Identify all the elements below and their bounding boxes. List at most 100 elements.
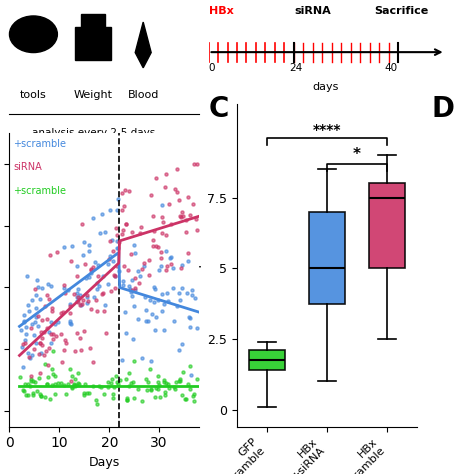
Point	[76, 335, 84, 342]
Point	[129, 378, 137, 385]
Text: 24: 24	[289, 63, 302, 73]
Point	[33, 339, 40, 347]
Text: Sacrifice: Sacrifice	[374, 6, 428, 16]
Point	[157, 262, 165, 270]
Point	[111, 284, 119, 292]
Point	[142, 306, 150, 314]
Point	[19, 386, 27, 393]
Point	[167, 260, 174, 267]
Point	[114, 381, 121, 388]
Point	[123, 220, 130, 228]
Point	[29, 390, 36, 397]
Point	[175, 346, 182, 354]
Point	[181, 395, 189, 402]
Point	[193, 375, 201, 383]
Point	[76, 292, 84, 299]
Point	[107, 207, 114, 214]
Point	[143, 386, 150, 394]
Point	[121, 186, 128, 194]
Point	[130, 357, 138, 365]
Text: analysis every 2-5 days: analysis every 2-5 days	[32, 128, 155, 138]
Point	[99, 272, 107, 280]
Point	[192, 215, 200, 223]
Point	[150, 242, 157, 250]
Point	[128, 286, 136, 294]
Point	[161, 392, 168, 399]
Point	[54, 248, 61, 256]
Text: +scramble: +scramble	[13, 186, 66, 196]
Point	[121, 309, 128, 316]
Point	[66, 319, 74, 327]
Point	[36, 339, 44, 347]
Point	[118, 356, 126, 364]
Point	[159, 218, 166, 226]
Point	[120, 202, 128, 210]
Point	[184, 193, 192, 201]
Point	[175, 290, 183, 297]
Point	[33, 304, 40, 311]
Point	[94, 273, 102, 280]
Point	[107, 379, 115, 387]
Point	[36, 295, 44, 302]
Point	[47, 330, 55, 337]
Text: siRNA: siRNA	[13, 162, 42, 172]
Point	[158, 201, 165, 209]
Point	[154, 385, 162, 392]
Point	[147, 191, 155, 199]
Point	[176, 196, 183, 204]
Point	[144, 378, 151, 386]
Point	[93, 307, 101, 315]
Point	[171, 185, 179, 192]
Point	[20, 318, 27, 325]
Point	[67, 303, 74, 310]
Point	[62, 339, 70, 347]
Point	[74, 293, 82, 301]
Point	[104, 280, 112, 288]
Point	[81, 261, 89, 268]
Point	[164, 289, 171, 296]
Text: C: C	[209, 95, 229, 123]
Point	[51, 390, 59, 398]
Point	[25, 353, 33, 361]
Point	[45, 373, 52, 381]
Point	[83, 292, 91, 299]
Point	[117, 376, 124, 383]
Point	[43, 315, 51, 322]
Point	[74, 369, 82, 377]
Point	[62, 390, 70, 397]
Point	[189, 392, 197, 400]
Point	[147, 386, 155, 394]
Point	[61, 381, 68, 389]
Point	[34, 322, 42, 330]
Point	[105, 378, 112, 386]
Point	[176, 377, 183, 385]
Point	[33, 276, 41, 283]
Point	[26, 383, 34, 390]
Point	[191, 294, 199, 302]
Point	[21, 336, 29, 344]
Point	[37, 392, 45, 400]
Text: siRNA: siRNA	[294, 6, 331, 16]
Circle shape	[9, 16, 57, 53]
Point	[67, 320, 75, 328]
Point	[154, 296, 162, 304]
Point	[33, 387, 41, 395]
Point	[185, 313, 192, 320]
Point	[49, 381, 56, 389]
Point	[90, 294, 97, 301]
Text: tools: tools	[20, 90, 47, 100]
Point	[74, 379, 82, 387]
Point	[158, 290, 166, 298]
Bar	[75, 27, 111, 60]
Point	[176, 375, 184, 383]
Point	[190, 160, 197, 167]
Point	[27, 324, 35, 332]
Point	[54, 379, 62, 386]
Point	[27, 375, 35, 383]
Point	[130, 241, 138, 248]
Point	[68, 383, 75, 391]
Point	[72, 381, 80, 389]
Point	[60, 282, 68, 289]
Point	[151, 327, 159, 334]
Point	[82, 380, 89, 387]
